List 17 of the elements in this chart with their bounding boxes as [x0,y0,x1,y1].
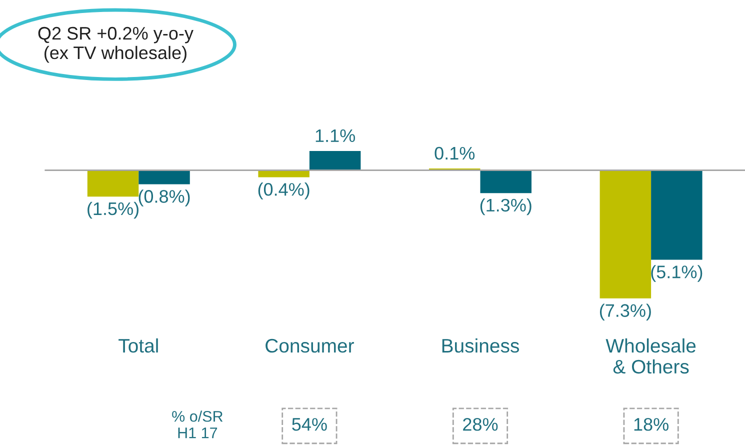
x-tick-label: Consumer [266,338,354,353]
x-tick-label: Wholesale & Others [606,338,696,374]
data-label: (0.8%) [138,190,190,206]
data-label: (1.5%) [88,202,138,219]
data-label: 1.1% [316,129,356,142]
data-label: (5.1%) [651,265,702,282]
x-tick-label: Business [442,338,519,353]
data-label: 0.1% [434,146,475,160]
text: 28% [463,418,498,431]
text: 54% [292,418,327,431]
text: 18% [634,418,668,431]
text: % o/SR H1 17 [172,410,223,438]
x-tick-label: Total [118,338,158,353]
text: Q2 SR +0.2% y-o-y (ex TV wholesale) [38,26,194,63]
data-label: (7.3%) [600,304,651,321]
data-label: (1.3%) [480,198,532,216]
data-label: (0.4%) [258,182,310,200]
